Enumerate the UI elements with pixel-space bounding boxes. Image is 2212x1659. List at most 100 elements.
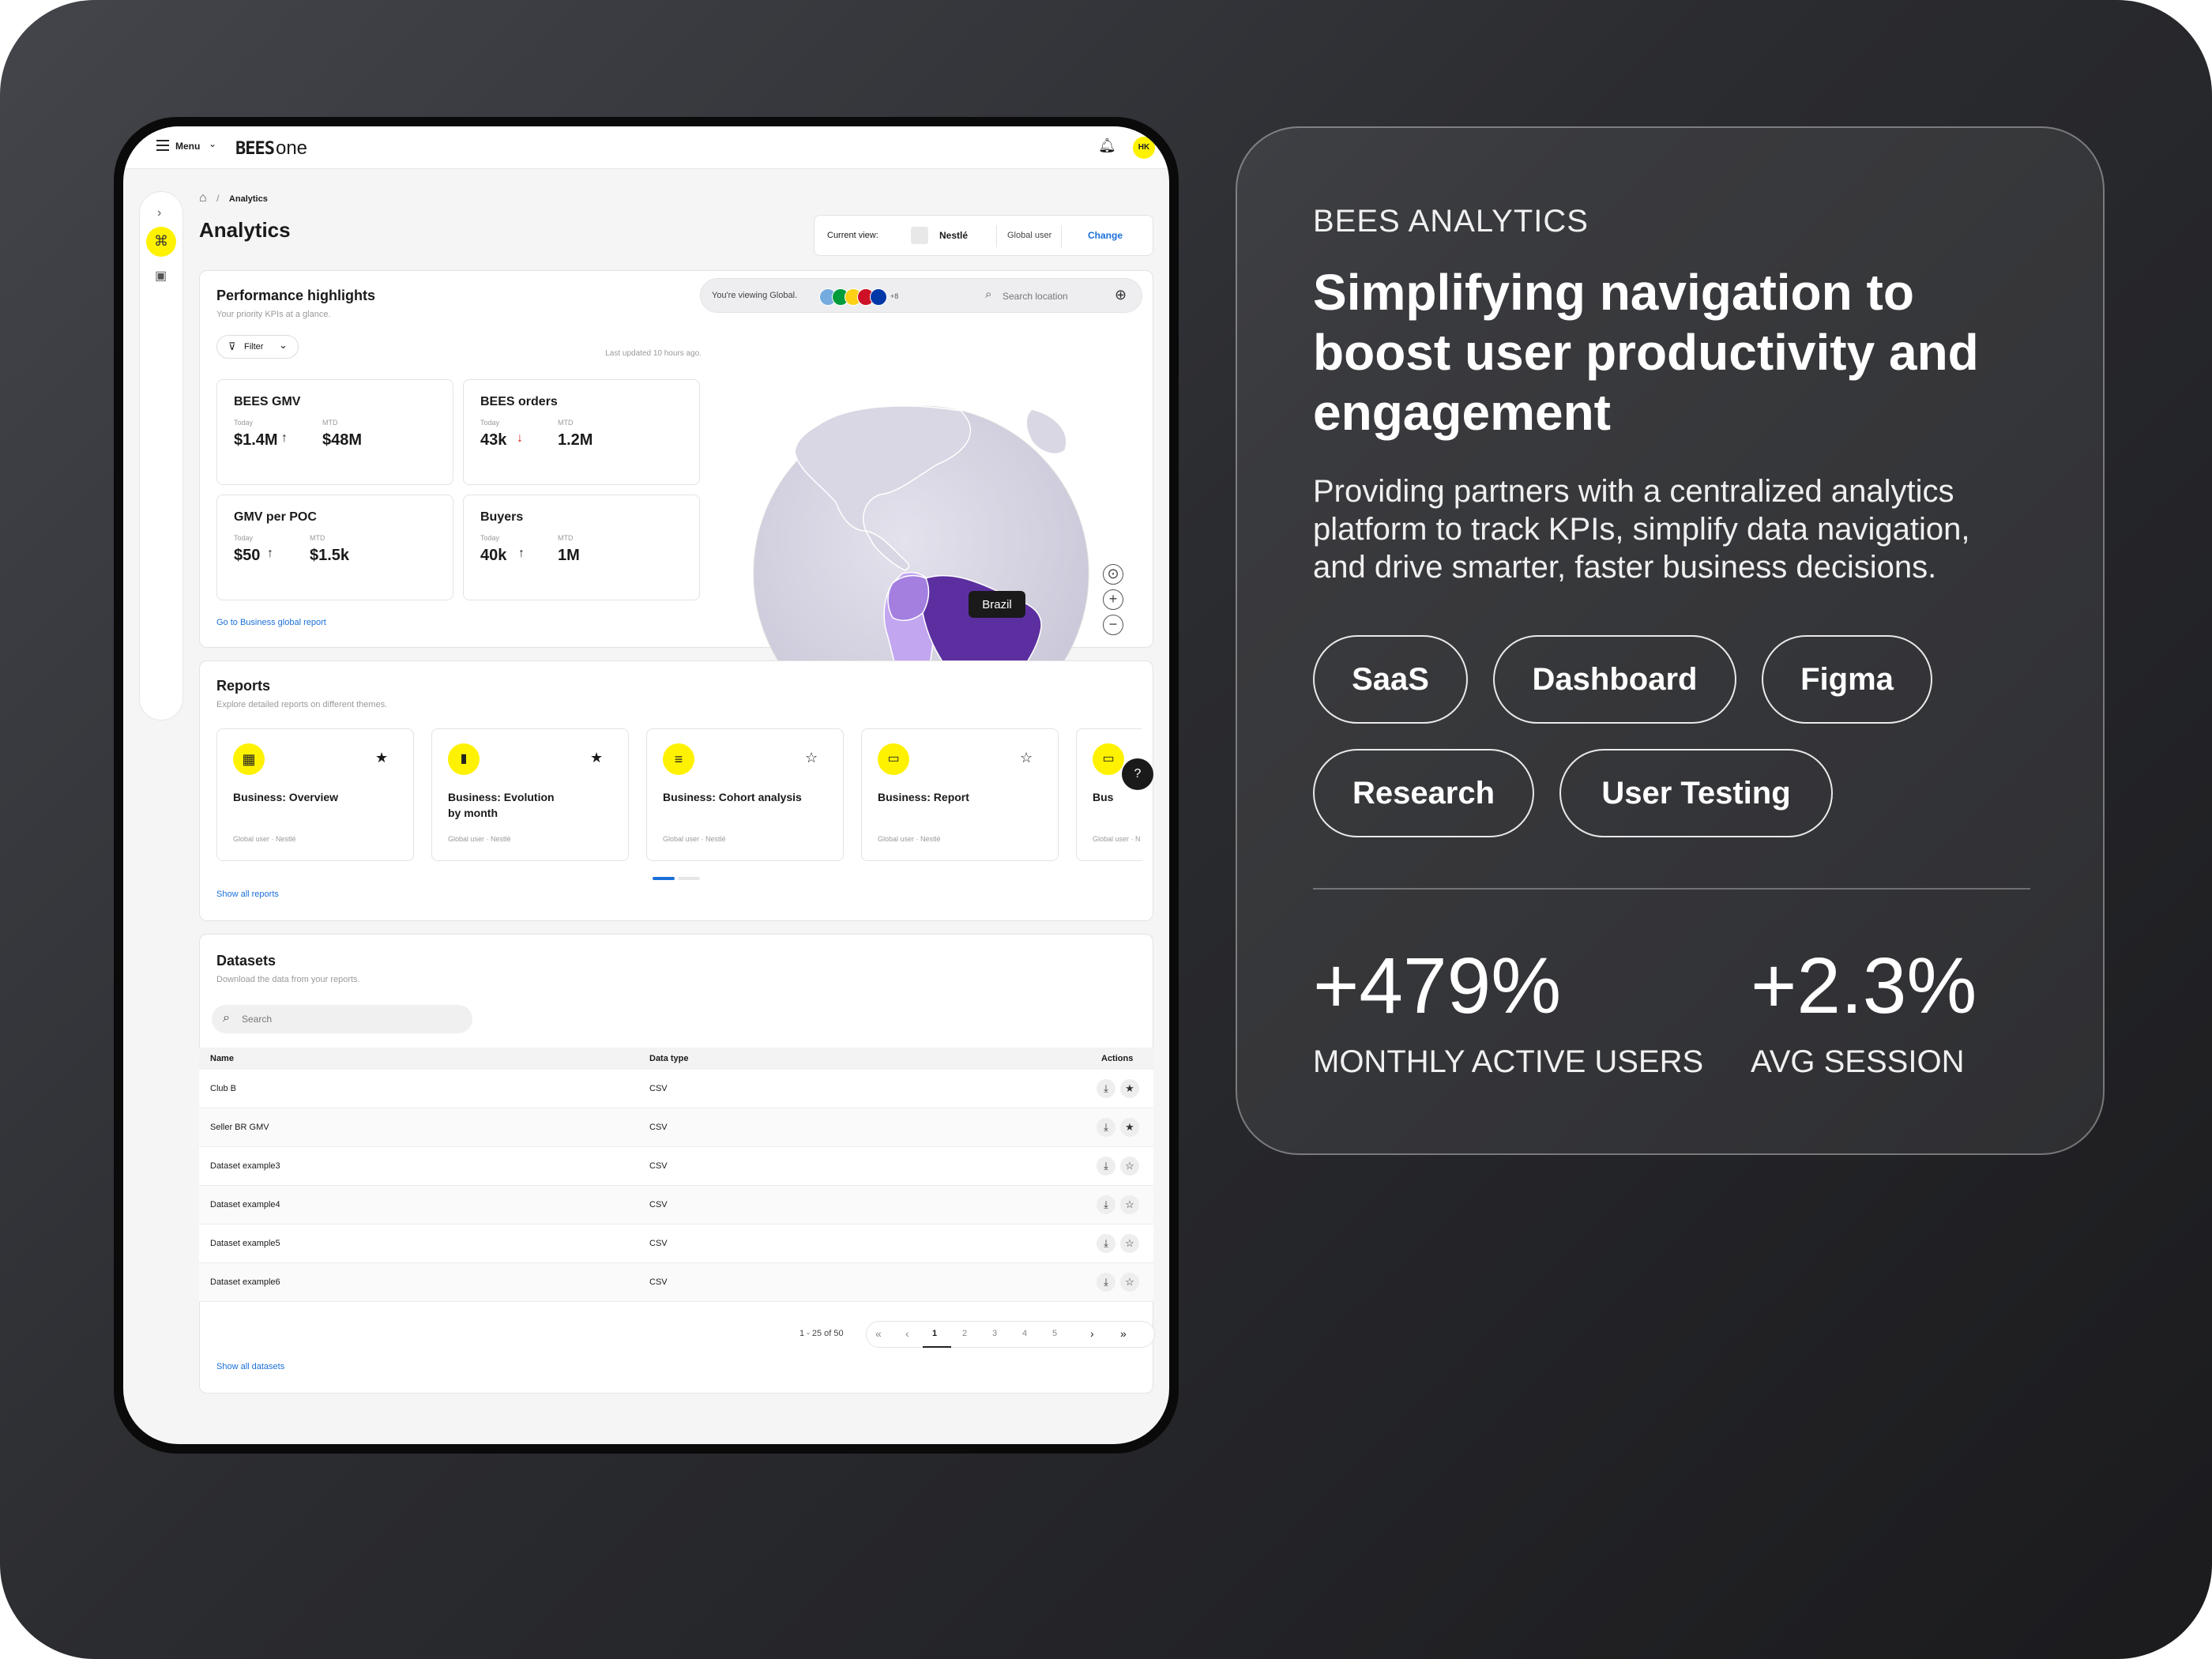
analytics-nav-icon[interactable]: ⌘ [146,227,176,257]
table-row[interactable]: Seller BR GMV CSV ⤓ ★ [199,1108,1153,1147]
kpi-title: GMV per POC [234,510,317,524]
kpi-today-value: $50 [234,547,261,564]
tablet-frame: Menu ⌄ BEESone 🔔︎ HK › ⌘ ▣ ⌂ / Analytics… [114,117,1179,1454]
dataset-type: CSV [649,1123,668,1132]
country-flags[interactable]: +8 [819,288,906,306]
current-view-label: Current view: [827,231,878,240]
headline-line: Simplifying navigation to [1313,264,1914,321]
kpi-card[interactable] [463,379,700,485]
star-outline-icon[interactable]: ☆ [1120,1234,1139,1253]
current-page-indicator [923,1346,951,1348]
report-card[interactable]: ▭ ☆ Business: Report Global user · Nestl… [861,728,1059,861]
show-all-reports-link[interactable]: Show all reports [216,890,279,899]
download-icon[interactable]: ⤓ [1097,1157,1115,1176]
home-icon[interactable]: ⌂ [199,191,207,205]
star-filled-icon[interactable]: ★ [1120,1079,1139,1098]
hamburger-icon[interactable] [156,140,169,151]
star-filled-icon[interactable]: ★ [590,750,604,766]
layers-icon: ≡ [663,743,694,775]
star-outline-icon[interactable]: ☆ [1120,1195,1139,1214]
zoom-in-icon[interactable]: + [1103,589,1123,610]
tag-research: Research [1313,749,1534,837]
page-1[interactable]: 1 [932,1329,938,1338]
kpi-mtd-label: MTD [322,419,338,427]
show-all-datasets-link[interactable]: Show all datasets [216,1362,285,1371]
download-icon[interactable]: ⤓ [1097,1079,1115,1098]
star-filled-icon[interactable]: ★ [375,750,389,766]
page-title: Analytics [199,218,291,242]
report-card[interactable]: ▭ Bus Global user · N [1076,728,1142,861]
page-2[interactable]: 2 [962,1329,968,1338]
search-icon: ⌕ [985,288,992,301]
download-icon[interactable]: ⤓ [1097,1273,1115,1292]
star-outline-icon[interactable]: ☆ [805,750,818,766]
table-row[interactable]: Dataset example6 CSV ⤓ ☆ [199,1263,1153,1302]
kpi-today-label: Today [234,419,254,427]
star-outline-icon[interactable]: ☆ [1020,750,1033,766]
report-card[interactable]: ▮ ★ Business: Evolution by month Global … [431,728,629,861]
kpi-today-value: 40k [480,547,507,564]
avatar[interactable]: HK [1133,137,1155,159]
map-tooltip-label: Brazil [982,598,1012,611]
star-outline-icon[interactable]: ☆ [1120,1157,1139,1176]
table-row[interactable]: Club B CSV ⤓ ★ [199,1070,1153,1108]
table-header: Name Data type Actions [199,1048,1153,1070]
star-filled-icon[interactable]: ★ [1120,1118,1139,1137]
kpi-card[interactable] [463,495,700,600]
bar-chart-icon: ▮ [448,743,480,775]
expand-chevron-icon[interactable]: › [157,206,162,220]
star-outline-icon[interactable]: ☆ [1120,1273,1139,1292]
page-4[interactable]: 4 [1022,1329,1028,1338]
change-view-link[interactable]: Change [1088,230,1123,241]
page-5[interactable]: 5 [1052,1329,1058,1338]
nestle-logo [911,227,928,244]
stat-label: MONTHLY ACTIVE USERS [1313,1044,1704,1079]
globe-icon[interactable]: ⊕ [1115,287,1127,303]
kpi-card[interactable] [216,495,453,600]
locate-icon[interactable]: ⊙ [1103,564,1123,585]
carousel-indicator-active[interactable] [653,877,675,880]
description: Providing partners with a centralized an… [1313,472,1969,586]
company-name: Nestlé [939,230,969,241]
map-search-input[interactable]: Search location [1003,291,1068,302]
table-row[interactable]: Dataset example3 CSV ⤓ ☆ [199,1147,1153,1186]
carousel-indicator[interactable] [678,877,700,880]
table-row[interactable]: Dataset example4 CSV ⤓ ☆ [199,1186,1153,1224]
pagination: « ‹ 1 2 3 4 5 › » [866,1318,1155,1349]
page-3[interactable]: 3 [992,1329,998,1338]
download-icon[interactable]: ⤓ [1097,1118,1115,1137]
breadcrumb: ⌂ / Analytics [199,191,268,205]
first-page-icon[interactable]: « [875,1327,882,1340]
filter-button[interactable]: ⊽ Filter ⌄ [216,335,299,359]
dataset-type: CSV [649,1200,668,1209]
kpi-today-value: $1.4M [234,431,278,449]
chevron-down-icon[interactable]: ⌄ [209,138,217,149]
description-line: platform to track KPIs, simplify data na… [1313,512,1970,547]
breadcrumb-separator: / [216,193,220,204]
last-page-icon[interactable]: » [1120,1327,1127,1340]
kpi-card[interactable] [216,379,453,485]
prev-page-icon[interactable]: ‹ [905,1327,909,1340]
global-report-link[interactable]: Go to Business global report [216,618,326,627]
reports-nav-icon[interactable]: ▣ [155,269,167,283]
table-row[interactable]: Dataset example5 CSV ⤓ ☆ [199,1224,1153,1263]
zoom-out-icon[interactable]: − [1103,615,1123,635]
report-title: Business: Cohort analysis [663,791,802,803]
next-page-icon[interactable]: › [1090,1327,1094,1340]
download-icon[interactable]: ⤓ [1097,1195,1115,1214]
dataset-search-input[interactable]: Search [242,1014,273,1025]
dataset-type: CSV [649,1239,668,1248]
headline: Simplifying navigation to boost user pro… [1313,262,1979,442]
report-meta: Global user · Nestlé [448,835,511,843]
report-card[interactable]: ≡ ☆ Business: Cohort analysis Global use… [646,728,844,861]
help-icon[interactable]: ? [1122,758,1153,790]
bell-icon[interactable]: 🔔︎ [1098,137,1116,153]
dashboard-screen: Menu ⌄ BEESone 🔔︎ HK › ⌘ ▣ ⌂ / Analytics… [123,126,1169,1444]
download-icon[interactable]: ⤓ [1097,1234,1115,1253]
dataset-name: Club B [210,1084,237,1093]
menu-label[interactable]: Menu [175,141,201,152]
report-meta: Global user · N [1093,835,1141,843]
datasets-title: Datasets [216,953,276,969]
report-title-line2: by month [448,807,498,819]
report-card[interactable]: ▦ ★ Business: Overview Global user · Nes… [216,728,414,861]
